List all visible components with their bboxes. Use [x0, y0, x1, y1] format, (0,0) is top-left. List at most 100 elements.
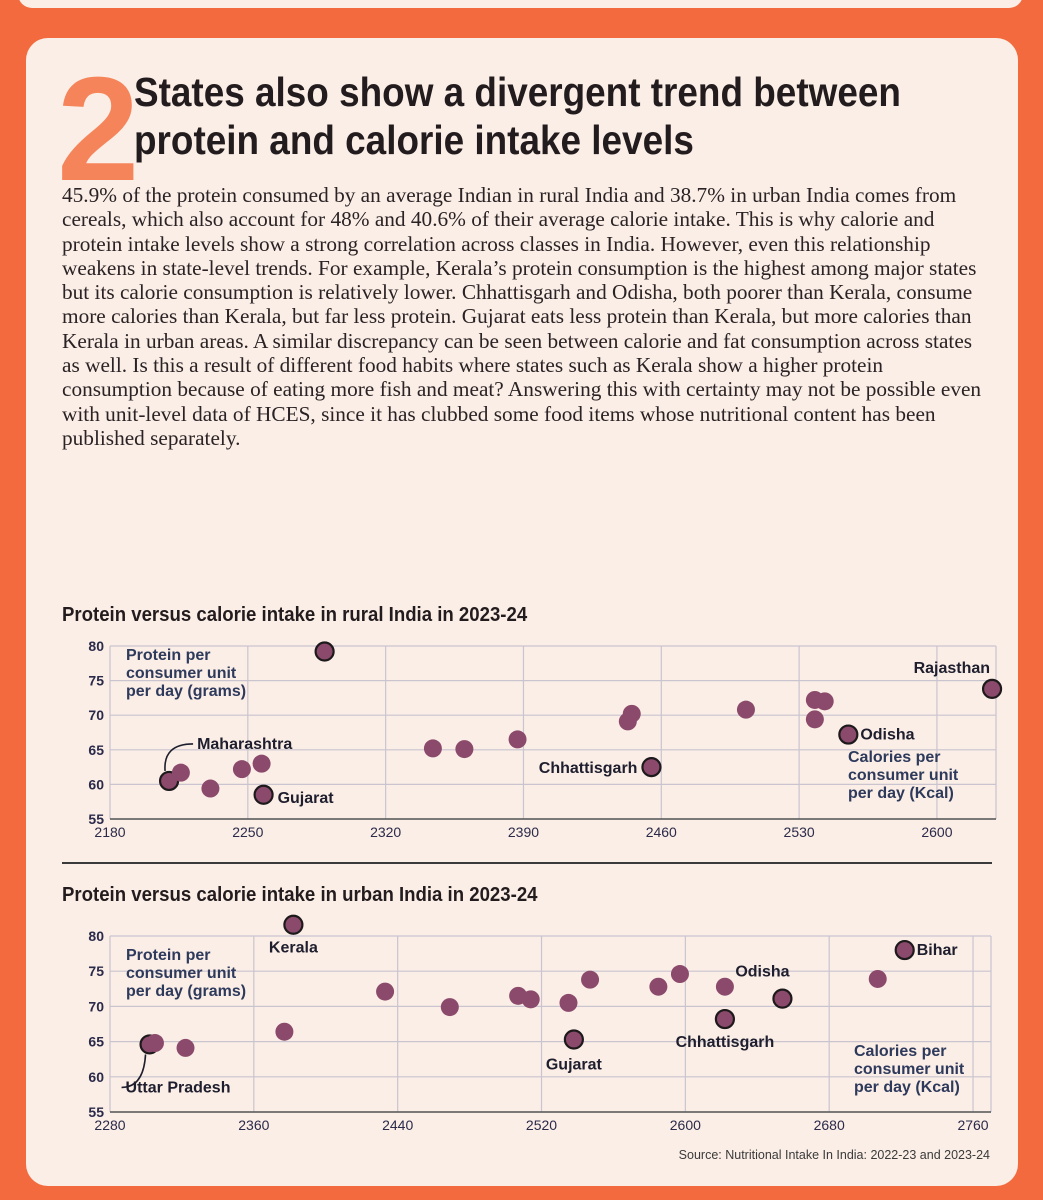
leader-line: [164, 743, 194, 771]
data-point: [736, 700, 755, 719]
data-point: [145, 1034, 164, 1053]
x-tick-label: 2680: [814, 1117, 845, 1130]
data-point: [171, 763, 190, 782]
point-label-kerala: Kerala: [304, 634, 353, 636]
data-point: [581, 970, 600, 989]
urban-chart-title: Protein versus calorie intake in urban I…: [62, 884, 538, 906]
y-tick-label: 55: [88, 1104, 104, 1120]
data-point: [275, 1022, 294, 1041]
x-tick-label: 2600: [921, 824, 952, 840]
data-point: [423, 739, 442, 758]
urban-scatter-chart: 55 60 65 70 75 80 2280 2360 2440 2520 2600 2680 2760…: [88, 914, 992, 1130]
data-point: [805, 710, 824, 729]
point-odisha: [772, 988, 793, 1009]
x-tick-label: 2280: [94, 1117, 125, 1130]
y-tick-label: 55: [88, 811, 104, 827]
previous-card-edge: [18, 0, 1023, 8]
y-axis-label: per day (grams): [126, 683, 246, 700]
data-point: [670, 965, 689, 984]
y-tick-label: 75: [88, 963, 104, 979]
grid-lines: [109, 935, 992, 1113]
chart-divider: [62, 862, 992, 864]
y-tick-label: 80: [88, 638, 104, 654]
headline-line-2: protein and calorie intake levels: [134, 117, 694, 163]
point-chhattisgarh: [714, 1008, 736, 1030]
y-tick-label: 65: [88, 1034, 104, 1050]
data-point: [815, 692, 834, 711]
x-axis-label: per day (Kcal): [848, 785, 954, 802]
y-tick-label: 70: [88, 707, 104, 723]
data-point: [508, 730, 527, 749]
y-axis-label: consumer unit: [126, 965, 237, 982]
point-kerala: [283, 914, 304, 935]
data-point: [232, 760, 251, 779]
data-point: [176, 1038, 195, 1057]
y-axis-label: per day (grams): [126, 983, 246, 1000]
x-tick-label: 2250: [232, 824, 263, 840]
leader-line: [121, 1054, 147, 1089]
x-tick-label: 2600: [670, 1117, 701, 1130]
y-axis-label: consumer unit: [126, 665, 237, 682]
headline-line-1: States also show a divergent trend betwe…: [134, 69, 901, 115]
x-axis-label: Calories per: [848, 749, 940, 766]
data-point: [521, 990, 540, 1009]
data-point: [649, 977, 668, 996]
point-label-chhattisgarh: Chhattisgarh: [539, 760, 638, 777]
point-bihar: [894, 939, 915, 961]
body-paragraph: 45.9% of the protein consumed by an aver…: [62, 183, 982, 450]
point-label-odisha: Odisha: [860, 727, 914, 744]
grid-lines: [109, 645, 997, 820]
x-axis-label: consumer unit: [854, 1061, 965, 1078]
x-tick-label: 2520: [526, 1117, 557, 1130]
data-point: [376, 982, 395, 1001]
data-points: [158, 641, 1003, 805]
y-tick-label: 60: [88, 1069, 104, 1085]
x-axis-label: Calories per: [854, 1043, 946, 1060]
headline: States also show a divergent trend betwe…: [134, 68, 971, 164]
x-tick-label: 2760: [957, 1117, 988, 1130]
section-number: 2: [57, 47, 140, 212]
point-label-gujarat: Gujarat: [278, 790, 335, 807]
point-rajasthan: [981, 678, 1003, 700]
point-label-bihar: Bihar: [917, 942, 958, 959]
x-tick-label: 2320: [370, 824, 401, 840]
y-axis-label: Protein per: [126, 947, 210, 964]
data-point: [559, 993, 578, 1012]
point-label-odisha: Odisha: [735, 964, 789, 981]
x-tick-label: 2360: [238, 1117, 269, 1130]
data-point: [622, 704, 641, 723]
point-label-gujarat: Gujarat: [546, 1056, 603, 1073]
x-tick-label: 2530: [784, 824, 815, 840]
data-point: [440, 998, 459, 1017]
data-point: [201, 779, 220, 798]
article-card: 2 States also show a divergent trend bet…: [26, 38, 1018, 1186]
y-tick-label: 60: [88, 776, 104, 792]
point-chhattisgarh: [641, 757, 662, 778]
y-tick-label: 75: [88, 673, 104, 689]
y-tick-label: 65: [88, 742, 104, 758]
data-point: [252, 754, 271, 773]
y-tick-label: 80: [88, 928, 104, 944]
point-gujarat: [563, 1029, 584, 1050]
point-kerala: [314, 641, 335, 662]
rural-scatter-chart: 55 60 65 70 75 80 2180 2250 2320 2390 2460 2530 2600…: [88, 634, 1003, 840]
x-tick-label: 2390: [508, 824, 539, 840]
x-tick-label: 2460: [646, 824, 677, 840]
x-tick-label: 2180: [94, 824, 125, 840]
data-point: [455, 740, 474, 759]
rural-chart-title: Protein versus calorie intake in rural I…: [62, 604, 528, 626]
x-axis-label: per day (Kcal): [854, 1079, 960, 1096]
y-tick-label: 70: [88, 998, 104, 1014]
point-label-kerala: Kerala: [269, 940, 318, 957]
point-label-maharashtra: Maharashtra: [197, 736, 292, 753]
x-tick-label: 2440: [382, 1117, 413, 1130]
point-odisha: [838, 724, 859, 745]
y-axis-label: Protein per: [126, 647, 210, 664]
point-label-rajasthan: Rajasthan: [914, 660, 990, 677]
x-axis-label: consumer unit: [848, 767, 959, 784]
data-points: [139, 914, 915, 1057]
point-gujarat: [253, 784, 274, 805]
data-point: [868, 969, 887, 988]
source-note: Source: Nutritional Intake In India: 202…: [678, 1148, 990, 1162]
point-label-chhattisgarh: Chhattisgarh: [676, 1034, 775, 1051]
